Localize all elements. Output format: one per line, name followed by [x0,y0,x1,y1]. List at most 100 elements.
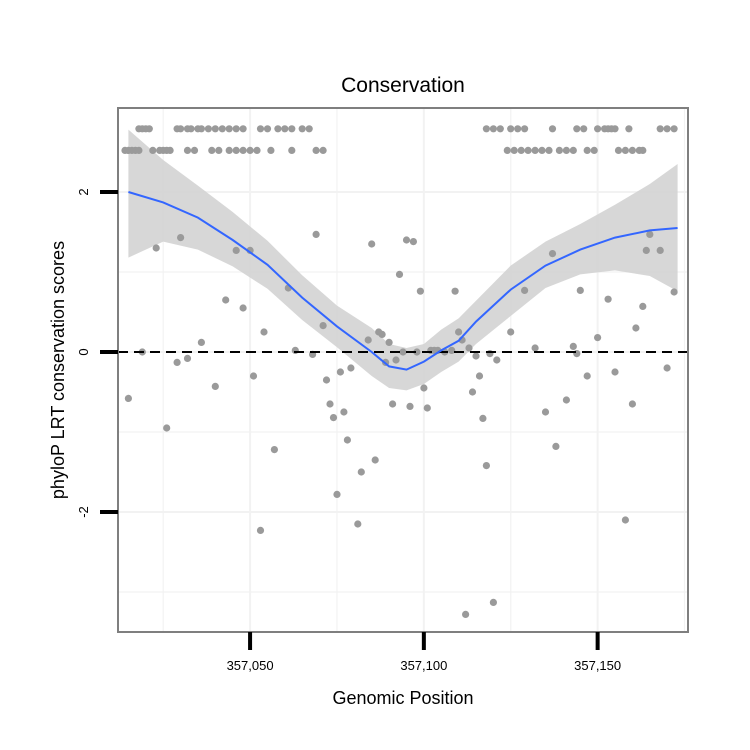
data-point [354,520,362,528]
y-axis-title: phyloP LRT conservation scores [48,241,68,499]
data-point [621,146,630,154]
data-point [267,146,275,154]
x-tick-label: 357,050 [227,658,274,673]
data-point [475,372,484,380]
data-point [399,348,407,356]
data-point [670,288,678,296]
data-point [326,400,334,408]
data-point [364,336,372,344]
data-point [472,352,480,360]
data-point [215,146,223,154]
data-point [357,468,365,476]
data-point [489,598,497,607]
data-point [611,125,619,133]
data-point [545,146,553,154]
data-point [246,146,254,154]
data-point [455,328,463,336]
data-point [451,287,459,295]
data-point [406,402,414,410]
data-point [343,436,351,444]
data-point [392,356,400,364]
data-point [298,125,306,133]
data-point [656,125,664,133]
data-point [420,384,428,392]
data-point [594,125,602,133]
data-point [225,146,233,154]
data-point [468,388,477,396]
data-point [507,125,515,133]
data-point [222,296,230,304]
data-point [479,414,487,422]
data-point [239,304,247,312]
data-point [197,338,205,346]
data-point [225,125,233,133]
data-point [260,328,268,336]
data-point [465,344,473,352]
y-tick-label: 0 [76,348,91,355]
data-point [625,125,633,133]
data-point [583,372,591,380]
data-point [614,146,623,154]
data-point [124,394,132,402]
data-point [594,334,602,342]
y-tick-label: 2 [76,188,91,195]
x-tick-label: 357,150 [574,658,621,673]
data-point [548,250,557,258]
data-point [312,146,320,154]
data-point [232,146,240,154]
data-point [621,516,630,524]
data-point [632,324,640,332]
data-point [531,146,539,154]
data-point [423,404,431,412]
chart-title: Conservation [341,74,465,97]
data-point [197,125,205,133]
data-point [507,328,515,336]
data-point [514,125,522,133]
data-point [663,125,671,133]
data-point [656,246,664,254]
data-point [576,286,584,294]
data-point [573,125,581,133]
x-tick-label: 357,100 [400,658,447,673]
data-point [670,125,678,133]
data-point [496,125,504,133]
data-point [340,408,348,416]
data-point [163,424,171,432]
data-point [312,230,320,238]
data-point [541,408,550,416]
data-point [322,376,331,384]
data-point [232,246,240,254]
data-point [402,236,411,244]
data-point [183,146,192,154]
data-point [173,358,181,366]
data-point [256,526,265,535]
data-point [149,146,157,154]
data-point [263,125,272,133]
data-point [646,230,654,238]
data-point [232,125,240,133]
data-point [395,270,404,278]
data-point [663,364,671,372]
data-point [569,342,577,350]
data-point [152,244,160,252]
data-point [187,125,195,133]
data-point [389,400,397,408]
confidence-ribbon [128,129,678,391]
data-point [177,234,185,242]
data-point [288,125,296,133]
data-point [569,146,577,154]
data-points [121,125,678,619]
data-point [274,125,282,133]
data-point [562,146,571,154]
data-point [145,125,153,133]
data-point [211,382,219,390]
data-point [590,146,598,154]
data-point [336,368,344,376]
data-point [517,146,525,154]
data-point [552,442,560,450]
data-point [329,414,338,422]
data-point [642,246,650,254]
data-point [482,462,490,470]
data-point [166,146,174,154]
